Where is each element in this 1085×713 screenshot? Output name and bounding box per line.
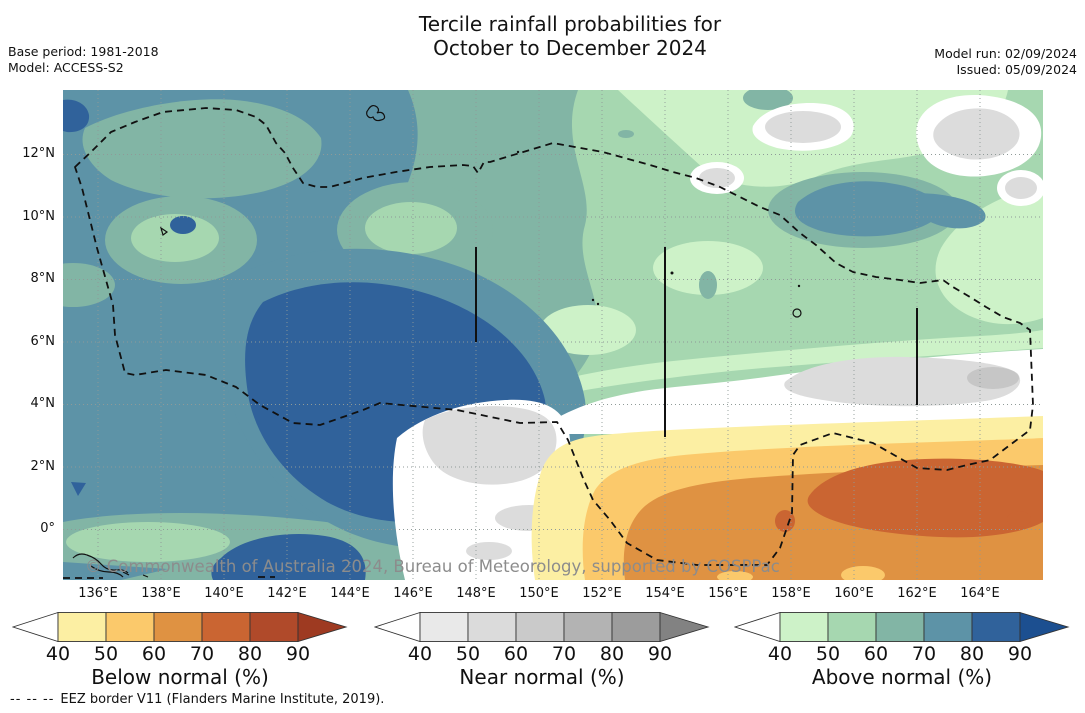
model-label: Model: ACCESS-S2	[8, 60, 124, 75]
legend-tick: 40	[407, 643, 433, 665]
eez-border-note: -- -- -- EEZ border V11 (Flanders Marine …	[10, 692, 384, 707]
legend-tick: 90	[647, 643, 673, 665]
legend-below-normal-colorbar	[12, 612, 348, 642]
legend-above-normal-title: Above normal (%)	[811, 665, 993, 689]
map-speckles	[516, 150, 801, 306]
issued-label: Issued: 05/09/2024	[956, 62, 1078, 77]
grid-lines	[63, 90, 1043, 580]
base-period-label: Base period: 1981-2018	[8, 44, 159, 59]
legend-tick: 60	[503, 643, 529, 665]
legend-above-normal: 40 50 60 70 80 90 Above normal (%)	[734, 612, 1070, 694]
map-area: © Commonwealth of Australia 2024, Bureau…	[63, 90, 1043, 580]
legend-tick: 70	[551, 643, 577, 665]
lat-tick-label: 12°N	[22, 146, 55, 161]
sector-divider-lines	[475, 247, 918, 437]
legend-tick: 50	[455, 643, 481, 665]
legend-tick: 70	[911, 643, 937, 665]
forecast-map: © Commonwealth of Australia 2024, Bureau…	[63, 90, 1043, 580]
lon-tick-label: 138°E	[141, 586, 181, 601]
model-run-label: Model run: 02/09/2024	[934, 46, 1077, 61]
lon-tick-label: 160°E	[834, 586, 874, 601]
legend-tick: 70	[189, 643, 215, 665]
lat-tick-label: 2°N	[30, 459, 56, 474]
map-color-fills	[63, 90, 1043, 580]
legend-tick: 80	[237, 643, 263, 665]
lat-tick-label: 6°N	[30, 334, 56, 349]
legend-tick: 50	[93, 643, 119, 665]
lon-tick-label: 154°E	[645, 586, 685, 601]
eez-dash-sample: -- -- --	[10, 692, 55, 707]
lon-tick-label: 148°E	[456, 586, 496, 601]
legend-tick: 80	[959, 643, 985, 665]
title-line-1: Tercile rainfall probabilities for	[418, 12, 722, 36]
lon-tick-label: 156°E	[708, 586, 748, 601]
lon-tick-label: 164°E	[960, 586, 1000, 601]
lon-tick-label: 144°E	[330, 586, 370, 601]
lon-tick-label: 136°E	[78, 586, 118, 601]
legend-tick: 90	[1007, 643, 1033, 665]
lon-tick-label: 142°E	[267, 586, 307, 601]
lat-tick-label: 10°N	[22, 209, 55, 224]
legend-near-normal-colorbar	[374, 612, 710, 642]
title-line-2: October to December 2024	[433, 36, 707, 60]
lon-tick-label: 152°E	[582, 586, 622, 601]
legend-tick: 90	[285, 643, 311, 665]
meta-right: Model run: 02/09/2024 Issued: 05/09/2024	[934, 46, 1077, 78]
legend-below-normal-title: Below normal (%)	[91, 665, 269, 689]
legend-tick: 40	[767, 643, 793, 665]
lon-tick-label: 150°E	[519, 586, 559, 601]
legend-tick: 50	[815, 643, 841, 665]
copyright-watermark: © Commonwealth of Australia 2024, Bureau…	[85, 557, 780, 576]
legend-above-normal-colorbar	[734, 612, 1070, 642]
legend-near-normal: 40 50 60 70 80 90 Near normal (%)	[374, 612, 710, 694]
lon-tick-label: 146°E	[393, 586, 433, 601]
lat-tick-label: 0°	[40, 521, 55, 536]
lon-tick-label: 140°E	[204, 586, 244, 601]
figure-title: Tercile rainfall probabilities for Octob…	[55, 12, 1085, 60]
eez-note-text: EEZ border V11 (Flanders Marine Institut…	[60, 692, 385, 707]
legend-near-normal-title: Near normal (%)	[459, 665, 625, 689]
lon-tick-label: 162°E	[897, 586, 937, 601]
lat-tick-label: 4°N	[30, 396, 56, 411]
lat-tick-label: 8°N	[30, 271, 56, 286]
lon-tick-label: 158°E	[771, 586, 811, 601]
legend-tick: 80	[599, 643, 625, 665]
legend-tick: 40	[45, 643, 71, 665]
eez-border-line	[63, 107, 1034, 579]
legend-below-normal: 40 50 60 70 80 90 Below normal (%)	[12, 612, 348, 694]
meta-left: Base period: 1981-2018 Model: ACCESS-S2	[8, 44, 159, 76]
legend-tick: 60	[863, 643, 889, 665]
island-outlines	[72, 104, 802, 578]
legend-tick: 60	[141, 643, 167, 665]
